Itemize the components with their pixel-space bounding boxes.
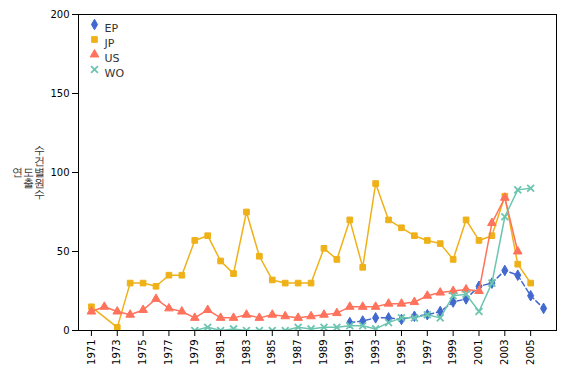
svg-text:1987: 1987 bbox=[292, 340, 303, 365]
svg-text:US: US bbox=[105, 52, 120, 65]
svg-text:1997: 1997 bbox=[422, 340, 433, 365]
svg-text:1983: 1983 bbox=[241, 340, 252, 365]
svg-text:1991: 1991 bbox=[344, 340, 355, 365]
svg-text:200: 200 bbox=[50, 9, 69, 20]
svg-text:1973: 1973 bbox=[111, 340, 122, 365]
svg-text:0: 0 bbox=[63, 325, 69, 336]
svg-text:1995: 1995 bbox=[396, 340, 407, 365]
svg-text:100: 100 bbox=[50, 167, 69, 178]
svg-text:2005: 2005 bbox=[525, 340, 536, 365]
svg-text:JP: JP bbox=[104, 37, 115, 50]
svg-text:1981: 1981 bbox=[215, 340, 226, 365]
svg-text:1977: 1977 bbox=[163, 340, 174, 365]
svg-text:WO: WO bbox=[105, 67, 125, 80]
svg-text:1989: 1989 bbox=[318, 340, 329, 365]
svg-text:1999: 1999 bbox=[447, 340, 458, 365]
svg-text:50: 50 bbox=[57, 246, 70, 257]
svg-text:150: 150 bbox=[50, 88, 69, 99]
svg-text:1979: 1979 bbox=[189, 340, 200, 365]
svg-text:2003: 2003 bbox=[499, 340, 510, 365]
svg-text:1971: 1971 bbox=[86, 340, 97, 365]
svg-text:EP: EP bbox=[105, 22, 119, 35]
svg-text:2001: 2001 bbox=[473, 340, 484, 365]
svg-text:수건연도별출원수: 수건연도별출원수 bbox=[12, 144, 45, 201]
svg-text:1985: 1985 bbox=[266, 340, 277, 365]
svg-text:1975: 1975 bbox=[137, 340, 148, 365]
svg-text:1993: 1993 bbox=[370, 340, 381, 365]
